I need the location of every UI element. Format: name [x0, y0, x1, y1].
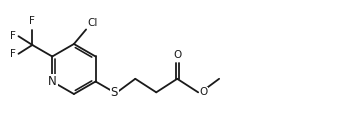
- Text: O: O: [199, 87, 208, 97]
- Text: Cl: Cl: [87, 18, 98, 28]
- Text: F: F: [10, 49, 16, 59]
- Text: S: S: [111, 86, 118, 99]
- Text: O: O: [173, 50, 181, 60]
- Text: N: N: [48, 75, 57, 88]
- Text: F: F: [29, 16, 35, 26]
- Text: F: F: [10, 31, 16, 41]
